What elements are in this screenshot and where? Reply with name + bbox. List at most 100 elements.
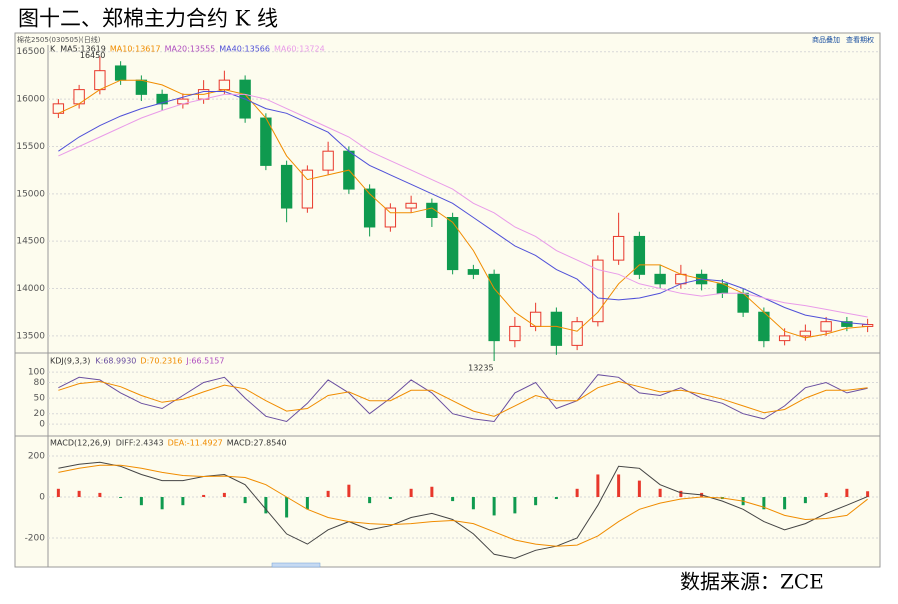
macd-bar bbox=[56, 488, 60, 497]
macd-bar bbox=[845, 488, 849, 497]
low-label: 13235 bbox=[468, 363, 493, 372]
macd-bar bbox=[803, 496, 807, 504]
macd-bar bbox=[202, 494, 206, 497]
candle-body bbox=[799, 330, 812, 337]
indicator-line bbox=[58, 461, 868, 559]
candle-body bbox=[280, 164, 293, 209]
y-tick-label: 200 bbox=[28, 452, 45, 462]
y-tick-label: 13500 bbox=[16, 331, 45, 341]
y-tick-label: 100 bbox=[28, 368, 45, 378]
macd-bar bbox=[160, 496, 164, 510]
macd-bar bbox=[264, 496, 268, 514]
legend-entry: MACD:27.8540 bbox=[227, 439, 287, 448]
y-tick-label: 14500 bbox=[16, 237, 45, 247]
chart-frame bbox=[14, 32, 881, 568]
candle-body bbox=[301, 169, 314, 209]
macd-bar bbox=[575, 488, 579, 497]
legend-entry: J:66.5157 bbox=[185, 357, 224, 366]
macd-bar bbox=[492, 496, 496, 516]
candle-body bbox=[571, 321, 583, 346]
candle-body bbox=[592, 259, 604, 323]
macd-bar bbox=[139, 496, 143, 506]
macd-bar bbox=[181, 496, 185, 506]
macd-bar bbox=[368, 496, 372, 504]
symbol: 棉花2505(030505)(日线) bbox=[17, 35, 101, 44]
y-tick-label: 0 bbox=[39, 420, 45, 430]
candle-body bbox=[841, 321, 853, 327]
macd-bar bbox=[451, 496, 455, 502]
legend-entry: K:68.9930 bbox=[95, 357, 136, 366]
scroll-thumb[interactable] bbox=[271, 562, 321, 568]
candle-body bbox=[52, 103, 65, 114]
macd-bar bbox=[119, 496, 123, 499]
macd-bar bbox=[98, 492, 102, 497]
candle-body bbox=[633, 235, 646, 275]
candle-body bbox=[218, 79, 231, 91]
macd-bar bbox=[617, 474, 621, 497]
candle-body bbox=[135, 79, 148, 95]
macd-bar bbox=[783, 496, 787, 510]
macd-bar bbox=[554, 496, 558, 500]
candle-body bbox=[820, 321, 832, 332]
candle-body bbox=[446, 216, 459, 271]
macd-bar bbox=[762, 496, 766, 510]
y-tick-label: 16000 bbox=[16, 95, 45, 105]
candle-body bbox=[322, 150, 334, 171]
candle-body bbox=[156, 93, 168, 105]
y-tick-label: 15000 bbox=[16, 189, 45, 199]
panel-label: KDJ(9,3,3) bbox=[50, 357, 90, 366]
candle-body bbox=[384, 207, 397, 228]
ma-line bbox=[58, 93, 868, 318]
indicator-line bbox=[58, 380, 868, 417]
y-tick-label: 50 bbox=[34, 394, 46, 404]
candle-body bbox=[488, 273, 500, 342]
candle-body bbox=[861, 324, 874, 327]
macd-bar bbox=[513, 496, 517, 514]
macd-bar bbox=[347, 484, 351, 497]
candle-body bbox=[550, 311, 563, 346]
macd-bar bbox=[824, 492, 828, 497]
candle-body bbox=[675, 273, 687, 285]
macd-bar bbox=[326, 490, 330, 497]
panel-label: K bbox=[50, 45, 56, 54]
high-label: 16450 bbox=[80, 51, 105, 60]
y-tick-label: 14000 bbox=[16, 284, 45, 294]
macd-bar bbox=[471, 496, 475, 510]
page-title: 图十二、郑棉主力合约 K 线 bbox=[18, 7, 278, 31]
link[interactable]: 查看期权 bbox=[846, 35, 874, 44]
macd-bar bbox=[658, 488, 662, 497]
legend-entry: MA40:13566 bbox=[219, 45, 270, 54]
macd-bar bbox=[534, 496, 538, 506]
legend-entry: D:70.2316 bbox=[140, 357, 182, 366]
legend-entry: MA60:13724 bbox=[274, 45, 325, 54]
macd-bar bbox=[409, 488, 413, 497]
legend-entry: MA20:13555 bbox=[165, 45, 216, 54]
candle-body bbox=[778, 335, 791, 342]
macd-bar bbox=[866, 491, 870, 497]
candle-body bbox=[426, 202, 438, 218]
link[interactable]: 商品叠加 bbox=[812, 35, 840, 44]
candle-body bbox=[94, 70, 106, 91]
macd-bar bbox=[637, 480, 641, 497]
macd-bar bbox=[305, 496, 309, 510]
candle-body bbox=[114, 65, 127, 81]
y-tick-label: 16500 bbox=[16, 47, 45, 57]
candle-body bbox=[654, 273, 666, 285]
macd-bar bbox=[222, 492, 226, 497]
macd-bar bbox=[679, 490, 683, 497]
y-tick-label: 20 bbox=[34, 409, 46, 419]
panel-label: MACD(12,26,9) bbox=[50, 439, 111, 448]
y-tick-label: 0 bbox=[39, 492, 45, 502]
y-tick-label: 80 bbox=[34, 378, 46, 388]
indicator-line bbox=[58, 464, 868, 547]
legend-entry: MA5:13619 bbox=[60, 45, 106, 54]
ma-line bbox=[58, 91, 868, 325]
candle-body bbox=[467, 269, 480, 275]
macd-bar bbox=[388, 496, 392, 500]
candle-body bbox=[612, 235, 625, 261]
y-tick-label: 15500 bbox=[16, 142, 45, 152]
macd-bar bbox=[430, 486, 434, 497]
legend-entry: MA10:13617 bbox=[110, 45, 161, 54]
candle-body bbox=[363, 188, 376, 228]
